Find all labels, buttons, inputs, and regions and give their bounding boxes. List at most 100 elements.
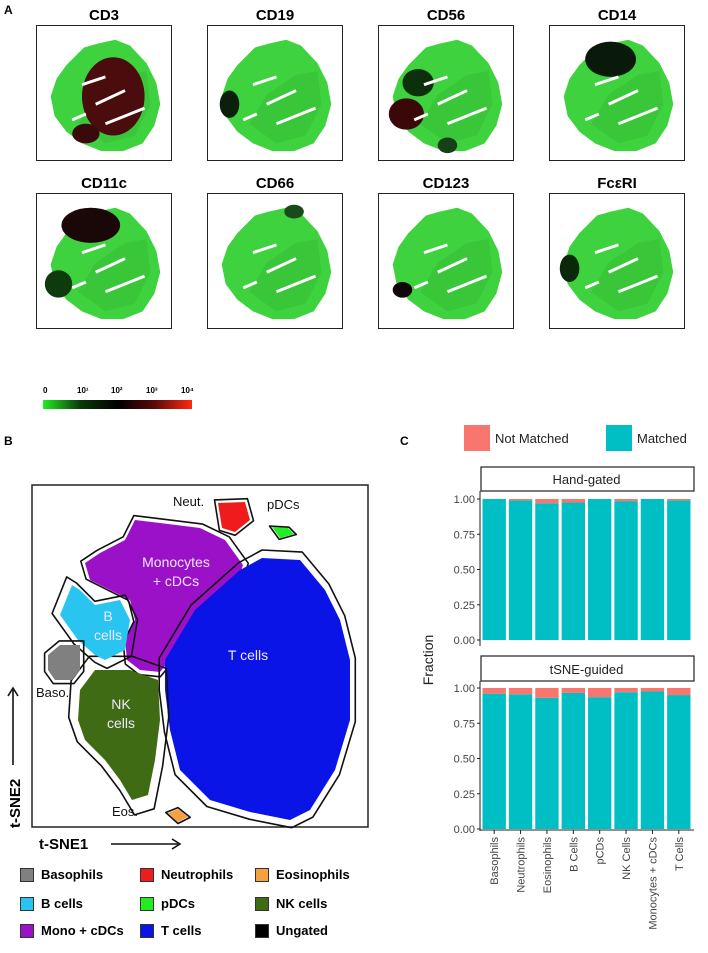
axis-label-tsne1: t-SNE1 [39, 836, 88, 853]
legend-swatch [140, 924, 154, 938]
legend-swatch [140, 868, 154, 882]
x-tick-label: Monocytes + cDCs [647, 837, 659, 930]
cluster-label-b: B [103, 608, 112, 624]
bar-matched [667, 695, 691, 829]
high-expression-region [437, 137, 458, 154]
y-tick-label: 1.00 [454, 683, 475, 695]
bar-matched [588, 697, 612, 829]
cluster-pdcs [272, 527, 294, 538]
marker-map-cd56 [378, 25, 514, 161]
colorbar-tick: 10¹ [77, 386, 89, 395]
marker-map-cd66 [207, 193, 343, 329]
x-tick-label: Eosinophils [542, 837, 554, 894]
legend-label: Matched [637, 431, 687, 446]
x-tick-label: Basophils [489, 837, 501, 885]
marker-title: CD56 [426, 7, 466, 24]
bar-matched [614, 501, 638, 640]
bar-matched [535, 503, 559, 640]
bar-matched [561, 692, 585, 829]
facet-strip [480, 466, 695, 492]
facet-title: Hand-gated [553, 472, 621, 487]
marker-map-cd123 [378, 193, 514, 329]
bar-matched [482, 693, 506, 829]
high-expression-region [219, 90, 240, 118]
marker-title: CD66 [255, 175, 295, 192]
bar-matched [561, 502, 585, 640]
cluster-mono [85, 520, 243, 672]
bar-not-matched [535, 688, 559, 698]
gate-outline-eos [165, 806, 191, 825]
legend-swatch [255, 868, 269, 882]
legend-label: pDCs [161, 896, 195, 911]
cluster-label-nk: NK [111, 696, 131, 712]
legend-label: T cells [161, 923, 202, 938]
bar-matched [667, 500, 691, 640]
y-tick-label: 0.00 [454, 824, 475, 836]
facet-title: tSNE-guided [550, 662, 624, 677]
y-tick-label: 0.75 [454, 529, 475, 541]
high-expression-region [585, 41, 637, 77]
bar-not-matched [640, 688, 665, 692]
cluster-label-neut: Neut. [173, 494, 204, 509]
x-tick-label: B Cells [568, 837, 580, 872]
x-tick-label: Neutrophils [516, 837, 528, 893]
legend-swatch [255, 897, 269, 911]
high-expression-region [559, 254, 580, 283]
gate-outline-b [51, 576, 139, 670]
bar-matched [614, 692, 638, 829]
y-tick-label: 1.00 [454, 494, 475, 506]
bar-not-matched [588, 688, 612, 698]
high-expression-region [392, 282, 413, 298]
bar-not-matched [535, 499, 559, 504]
marker-title: CD3 [88, 7, 119, 24]
high-expression-region [402, 69, 434, 97]
panel-a-label: A [4, 3, 13, 17]
high-expression-region [44, 270, 73, 298]
cluster-label-t: T cells [228, 647, 268, 663]
axis-label-tsne2: t-SNE2 [7, 779, 24, 828]
y-tick-label: 0.50 [454, 565, 475, 577]
cluster-label-eos: Eos. [112, 804, 138, 819]
cluster-label-nk-2: cells [107, 715, 135, 731]
bar-matched [640, 499, 665, 640]
cluster-b [60, 585, 130, 660]
bar-matched [508, 500, 533, 640]
cluster-eos [168, 809, 188, 822]
marker-map-cd11c [36, 193, 172, 329]
colorbar-tick: 0 [43, 386, 48, 395]
colorbar-tick: 10³ [146, 386, 158, 395]
y-tick-label: 0.75 [454, 718, 475, 730]
colorbar-tick: 10⁴ [181, 386, 194, 395]
marker-title: CD14 [597, 7, 637, 24]
y-tick-label: 0.25 [454, 789, 475, 801]
facet-strip [480, 655, 695, 682]
marker-map-cd19 [207, 25, 343, 161]
colorbar-tick: 10² [111, 386, 123, 395]
gate-outline-pdcs [268, 525, 298, 541]
bar-matched [482, 499, 506, 640]
bar-not-matched [508, 499, 533, 501]
bar-not-matched [482, 688, 506, 694]
x-tick-label: T Cells [674, 837, 686, 872]
bar-not-matched [508, 688, 533, 695]
marker-title: FcεRI [597, 175, 637, 192]
cluster-label-b-2: cells [94, 627, 122, 643]
bar-not-matched [614, 688, 638, 693]
panel-c-label: C [400, 434, 409, 448]
legend-label: B cells [41, 896, 83, 911]
legend-swatch-matched [606, 425, 632, 451]
marker-title: CD123 [422, 175, 470, 192]
marker-map-fcεri [549, 193, 685, 329]
legend-label: Basophils [41, 867, 104, 882]
cluster-label-mono: Monocytes [142, 554, 210, 570]
legend-label: Neutrophils [161, 867, 234, 882]
high-expression-region [61, 207, 121, 243]
y-axis-label: Fraction [420, 635, 436, 686]
x-tick-label: NK Cells [621, 837, 633, 880]
legend-label: Eosinophils [276, 867, 350, 882]
legend-label: Not Matched [495, 431, 569, 446]
plot-frame [31, 484, 369, 828]
